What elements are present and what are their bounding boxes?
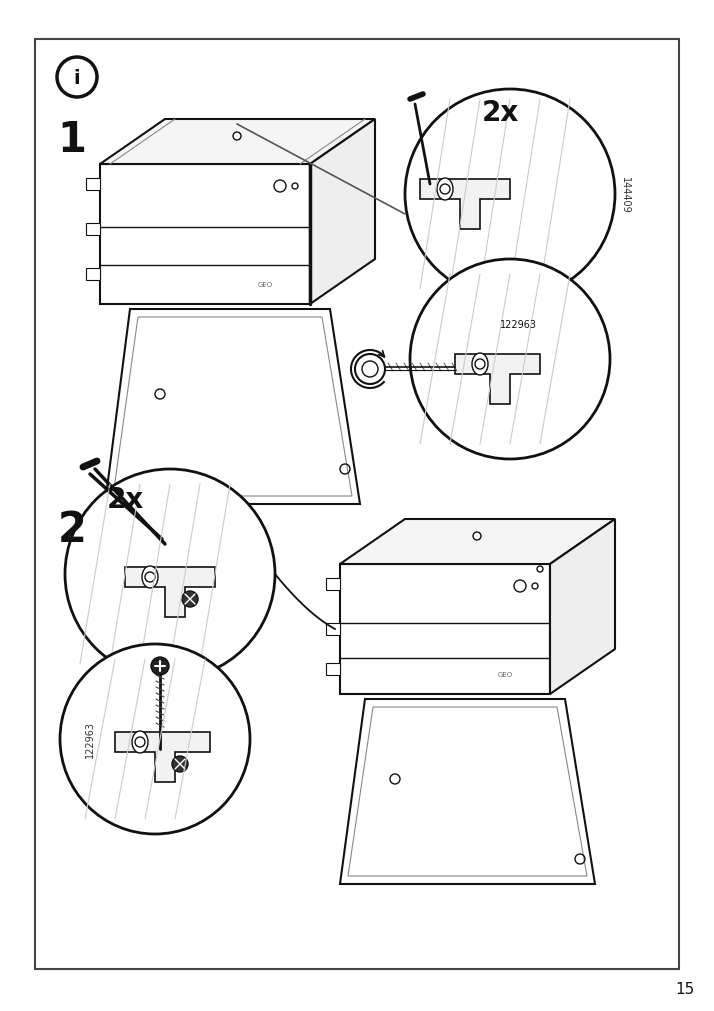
Text: 1: 1 — [58, 119, 86, 161]
Ellipse shape — [142, 566, 158, 588]
Polygon shape — [340, 700, 595, 885]
Text: 15: 15 — [675, 982, 695, 997]
Polygon shape — [455, 355, 540, 404]
Text: 122963: 122963 — [85, 721, 95, 758]
Polygon shape — [326, 578, 340, 590]
Polygon shape — [86, 179, 100, 191]
Polygon shape — [86, 269, 100, 281]
Text: GEO: GEO — [498, 671, 513, 677]
Polygon shape — [115, 732, 210, 783]
Circle shape — [355, 355, 385, 384]
Polygon shape — [105, 309, 360, 504]
Circle shape — [182, 591, 198, 608]
Text: 122963: 122963 — [500, 319, 537, 330]
Polygon shape — [340, 520, 615, 564]
Polygon shape — [550, 520, 615, 695]
Circle shape — [145, 572, 155, 582]
Polygon shape — [86, 223, 100, 236]
Text: 2: 2 — [58, 509, 86, 550]
Polygon shape — [310, 120, 375, 304]
Text: i: i — [74, 69, 80, 87]
Text: 2x: 2x — [106, 485, 144, 514]
Text: 2x: 2x — [481, 99, 518, 126]
Circle shape — [135, 737, 145, 747]
Polygon shape — [100, 165, 310, 304]
Circle shape — [475, 360, 485, 370]
Circle shape — [60, 644, 250, 834]
Circle shape — [151, 657, 169, 675]
Circle shape — [410, 260, 610, 460]
Text: 144409: 144409 — [620, 177, 630, 213]
Text: GEO: GEO — [258, 282, 273, 288]
Circle shape — [172, 756, 188, 772]
Circle shape — [440, 185, 450, 195]
Polygon shape — [340, 564, 550, 695]
Circle shape — [405, 90, 615, 299]
Polygon shape — [100, 120, 375, 165]
Ellipse shape — [437, 179, 453, 201]
Polygon shape — [326, 624, 340, 635]
Polygon shape — [125, 567, 215, 618]
Polygon shape — [420, 180, 510, 229]
Ellipse shape — [132, 731, 148, 753]
Polygon shape — [326, 663, 340, 675]
Circle shape — [65, 469, 275, 679]
Ellipse shape — [472, 354, 488, 376]
Circle shape — [362, 362, 378, 378]
